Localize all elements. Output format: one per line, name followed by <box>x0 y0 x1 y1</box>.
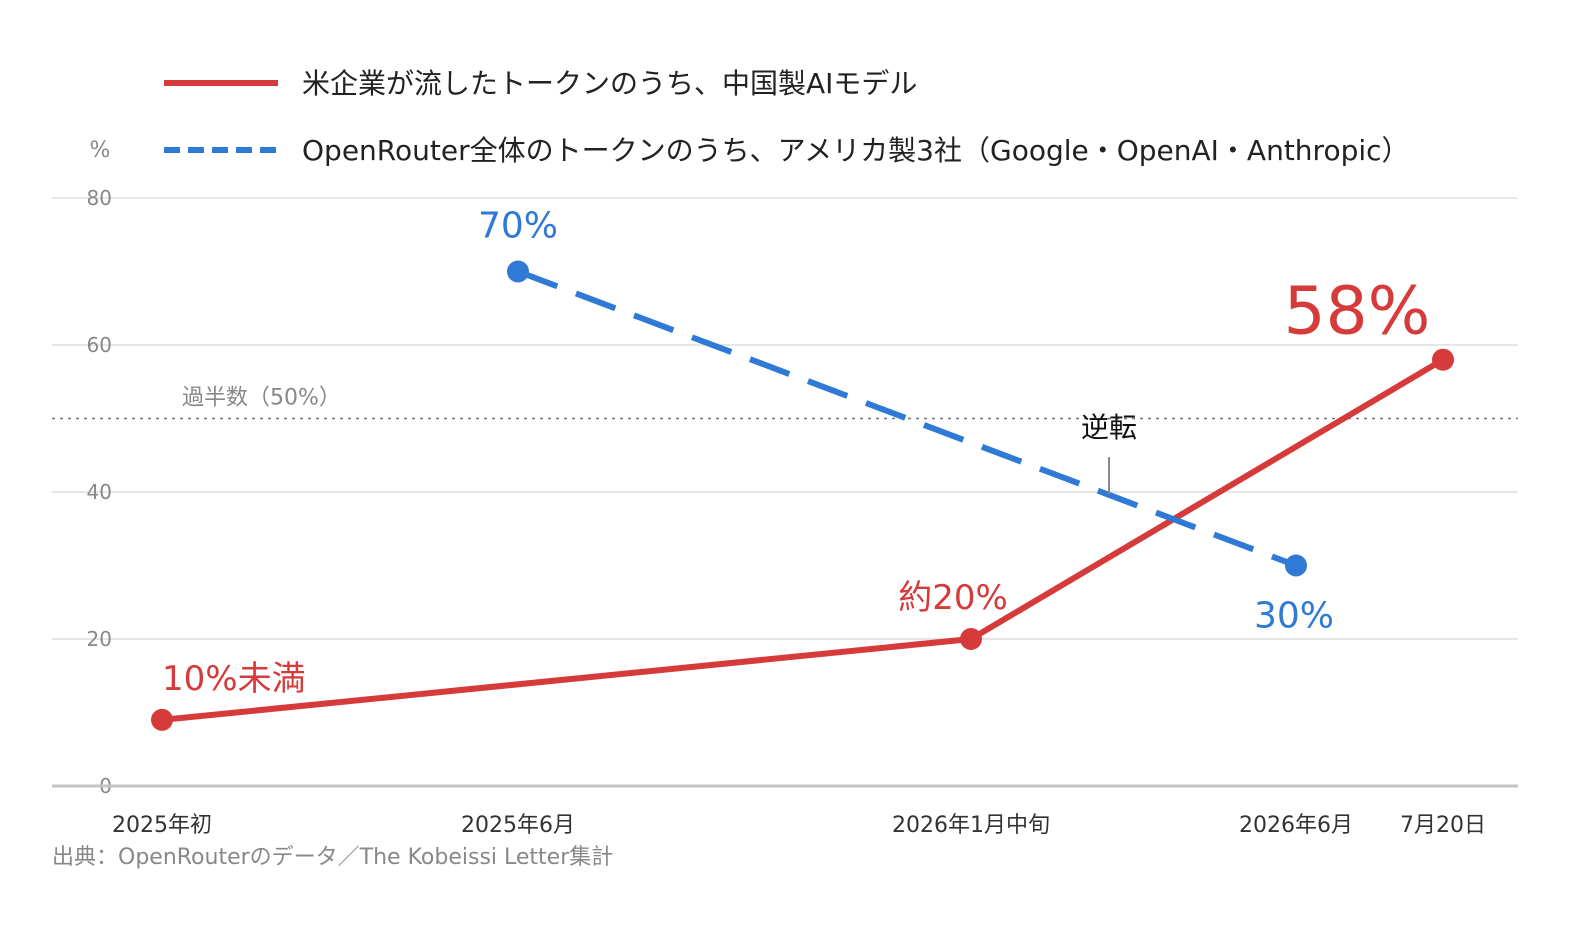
x-tick-label: 7月20日 <box>1400 813 1486 838</box>
y-unit-label: % <box>90 138 111 163</box>
data-point <box>1285 554 1307 577</box>
x-tick-label: 2025年6月 <box>461 813 575 838</box>
data-point <box>960 628 982 650</box>
source-note: 出典：OpenRouterのデータ／The Kobeissi Letter集計 <box>52 845 613 870</box>
data-point <box>151 708 173 731</box>
reversal-annotation: 逆転 <box>1081 411 1137 444</box>
majority-reference-label: 過半数（50%） <box>182 386 341 411</box>
data-label: 58% <box>1284 273 1431 350</box>
legend: 米企業が流したトークンのうち、中国製AIモデル OpenRouter全体のトークン… <box>164 67 1410 167</box>
data-point <box>1432 348 1454 371</box>
y-tick-label: 80 <box>87 186 112 210</box>
series-line-1 <box>516 268 1298 569</box>
x-tick-label: 2025年初 <box>112 813 212 838</box>
y-tick-label: 20 <box>87 627 112 651</box>
data-point <box>507 260 529 283</box>
reference-layer: 過半数（50%） <box>52 386 1518 420</box>
y-tick-label: 60 <box>87 333 112 357</box>
data-label: 約20% <box>898 578 1008 618</box>
series-line-0 <box>161 357 1445 723</box>
label-layer: 10%未満 約20% 58% 70% 30% 逆転 <box>162 206 1430 699</box>
series-layer <box>151 260 1454 731</box>
x-tick-label: 2026年6月 <box>1239 813 1353 838</box>
legend-label: OpenRouter全体のトークンのうち、アメリカ製3社（Google・Open… <box>302 134 1410 167</box>
x-tick-label: 2026年1月中旬 <box>892 813 1050 838</box>
legend-label: 米企業が流したトークンのうち、中国製AIモデル <box>302 67 917 100</box>
grid-layer <box>52 197 1518 640</box>
y-tick-label: 40 <box>87 480 112 504</box>
data-label: 10%未満 <box>162 659 306 699</box>
data-label: 70% <box>478 206 558 247</box>
data-label: 30% <box>1254 596 1334 637</box>
